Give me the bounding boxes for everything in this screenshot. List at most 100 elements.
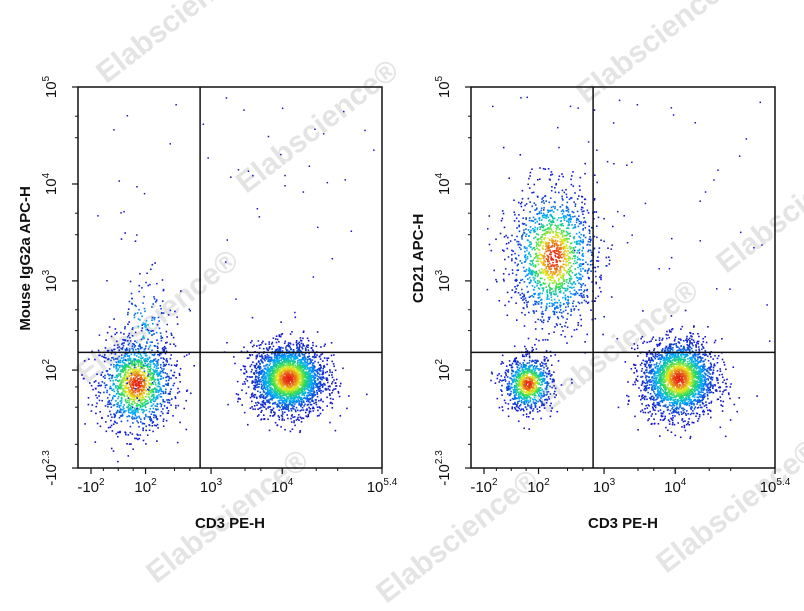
event-dot	[263, 414, 265, 416]
event-dot	[537, 411, 539, 413]
event-dot	[512, 406, 514, 408]
event-dot	[252, 381, 254, 383]
event-dot	[287, 357, 289, 359]
event-dot	[309, 394, 311, 396]
event-dot	[273, 411, 275, 413]
event-dot	[274, 355, 276, 357]
event-dot	[300, 389, 302, 391]
event-dot	[285, 356, 287, 358]
event-dot	[174, 372, 176, 374]
event-dot	[261, 377, 263, 379]
event-dot	[301, 409, 303, 411]
event-dot	[116, 393, 118, 395]
event-dot	[275, 338, 277, 340]
event-dot	[157, 403, 159, 405]
event-dot	[109, 326, 111, 328]
event-dot	[117, 375, 119, 377]
event-dot	[167, 412, 169, 414]
event-dot	[179, 422, 181, 424]
event-dot	[129, 348, 131, 350]
event-dot	[534, 384, 536, 386]
event-dot	[314, 355, 316, 357]
event-dot	[295, 382, 297, 384]
event-dot	[160, 338, 162, 340]
event-dot	[101, 356, 103, 358]
event-dot	[106, 390, 108, 392]
event-dot	[310, 385, 312, 387]
event-dot	[138, 291, 140, 293]
event-dot	[528, 362, 530, 364]
event-dot	[163, 312, 165, 314]
event-dot	[343, 111, 345, 113]
event-dot	[136, 403, 138, 405]
event-dot	[317, 410, 319, 412]
event-dot	[105, 421, 107, 423]
event-dot	[306, 362, 308, 364]
event-dot	[120, 373, 122, 375]
event-dot	[112, 384, 114, 386]
event-dot	[123, 366, 125, 368]
event-dot	[136, 234, 138, 236]
event-dot	[127, 312, 129, 314]
event-dot	[155, 301, 157, 303]
event-dot	[297, 391, 299, 393]
event-dot	[105, 339, 107, 341]
event-dot	[153, 375, 155, 377]
event-dot	[302, 370, 304, 372]
event-dot	[296, 397, 298, 399]
event-dot	[134, 346, 136, 348]
event-dot	[329, 386, 331, 388]
event-dot	[518, 376, 520, 378]
event-dot	[303, 386, 305, 388]
event-dot	[154, 366, 156, 368]
event-dot	[158, 392, 160, 394]
event-dot	[135, 349, 137, 351]
event-dot	[250, 397, 252, 399]
event-dot	[275, 365, 277, 367]
event-dot	[141, 287, 143, 289]
event-dot	[497, 378, 499, 380]
event-dot	[141, 367, 143, 369]
event-dot	[134, 398, 136, 400]
event-dot	[126, 416, 128, 418]
event-dot	[113, 349, 115, 351]
event-dot	[261, 418, 263, 420]
event-dot	[125, 386, 127, 388]
event-dot	[173, 343, 175, 345]
event-dot	[311, 370, 313, 372]
event-dot	[142, 357, 144, 359]
event-dot	[282, 404, 284, 406]
event-dot	[149, 398, 151, 400]
event-dot	[260, 344, 262, 346]
event-dot	[256, 404, 258, 406]
event-dot	[117, 410, 119, 412]
event-dot	[269, 364, 271, 366]
event-dot	[268, 393, 270, 395]
event-dot	[296, 407, 298, 409]
event-dot	[520, 389, 522, 391]
event-dot	[323, 365, 325, 367]
event-dot	[117, 344, 119, 346]
event-dot	[143, 382, 145, 384]
event-dot	[281, 409, 283, 411]
event-dot	[146, 320, 148, 322]
event-dot	[177, 388, 179, 390]
event-dot	[289, 356, 291, 358]
event-dot	[94, 359, 96, 361]
event-dot	[320, 392, 322, 394]
event-dot	[157, 361, 159, 363]
event-dot	[134, 379, 136, 381]
event-dot	[540, 393, 542, 395]
event-dot	[134, 359, 136, 361]
event-dot	[507, 387, 509, 389]
event-dot	[531, 390, 533, 392]
event-dot	[279, 402, 281, 404]
event-dot	[95, 380, 97, 382]
event-dot	[279, 370, 281, 372]
event-dot	[561, 384, 563, 386]
event-dot	[310, 411, 312, 413]
event-dot	[150, 392, 152, 394]
event-dot	[108, 400, 110, 402]
event-dot	[131, 379, 133, 381]
event-dot	[147, 389, 149, 391]
